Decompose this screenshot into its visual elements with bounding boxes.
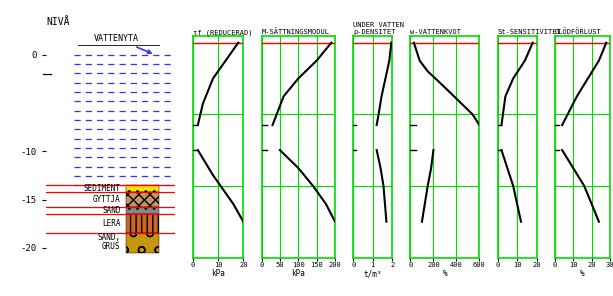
X-axis label: %: % (443, 269, 447, 278)
X-axis label: %: % (580, 269, 585, 278)
X-axis label: kPa: kPa (211, 269, 225, 278)
Text: w-VATTENKVOT: w-VATTENKVOT (411, 29, 462, 35)
Bar (74, 55, 175, 185)
Text: SAND: SAND (102, 206, 121, 215)
Text: VATTENYTA: VATTENYTA (94, 34, 151, 53)
X-axis label: t/m³: t/m³ (364, 269, 382, 278)
Text: M-SÄTTNINGSMODUL: M-SÄTTNINGSMODUL (262, 28, 330, 35)
Text: St-SENSITIVITET: St-SENSITIVITET (498, 29, 562, 35)
Bar (126, 233, 159, 253)
Text: LERA: LERA (102, 219, 121, 228)
Bar (126, 185, 159, 192)
X-axis label: kPa: kPa (291, 269, 305, 278)
Text: GYTTJA: GYTTJA (93, 195, 121, 204)
Text: GLÖDFÖRLUST: GLÖDFÖRLUST (555, 28, 601, 35)
Text: SEDIMENT: SEDIMENT (83, 184, 121, 193)
Bar (126, 207, 159, 214)
Bar (126, 192, 159, 207)
Bar (126, 214, 159, 233)
Text: UNDER VATTEN
ρ-DENSITET: UNDER VATTEN ρ-DENSITET (353, 22, 404, 35)
Text: τf (REDUCERAD): τf (REDUCERAD) (193, 29, 253, 36)
Text: SAND,
GRUS: SAND, GRUS (97, 233, 121, 251)
Text: NIVÅ: NIVÅ (46, 17, 69, 27)
